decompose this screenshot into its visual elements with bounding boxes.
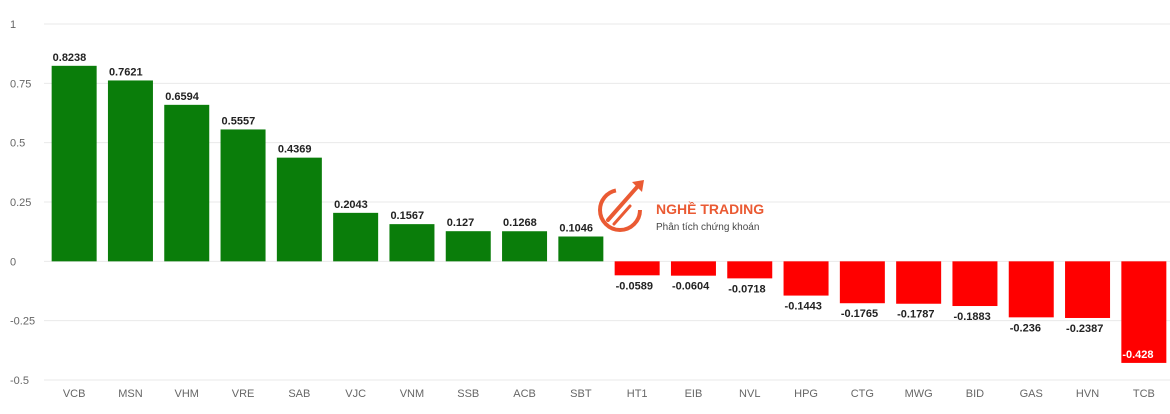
data-label: -0.1765 xyxy=(841,308,878,320)
x-tick-label: HVN xyxy=(1076,388,1099,400)
y-tick-label: 0.5 xyxy=(10,138,25,150)
data-label: -0.1443 xyxy=(785,301,822,313)
bar-sab xyxy=(276,157,322,262)
bar-acb xyxy=(502,231,548,262)
x-tick-label: CTG xyxy=(851,388,874,400)
x-tick-label: SBT xyxy=(570,388,592,400)
data-label: 0.1567 xyxy=(390,210,424,222)
bar-eib xyxy=(670,261,716,276)
bar-ht1 xyxy=(614,261,660,276)
data-label: 0.1046 xyxy=(559,223,593,235)
x-tick-label: VHM xyxy=(175,388,199,400)
y-tick-label: 1 xyxy=(10,19,16,31)
data-label: 0.127 xyxy=(447,217,475,229)
bars xyxy=(51,65,1167,363)
bar-hpg xyxy=(783,261,829,296)
bar-vnm xyxy=(389,224,435,262)
x-tick-label: VCB xyxy=(63,388,86,400)
data-label: -0.0589 xyxy=(616,280,653,292)
x-tick-label: HPG xyxy=(794,388,818,400)
data-label: -0.2387 xyxy=(1066,323,1103,335)
bar-tcb xyxy=(1121,261,1167,363)
x-tick-label: MWG xyxy=(905,388,933,400)
bar-bid xyxy=(952,261,998,307)
data-label: -0.0604 xyxy=(672,281,710,293)
watermark-brand: NGHỀ TRADING xyxy=(656,201,764,217)
data-label: 0.1268 xyxy=(503,217,537,229)
data-label: -0.1787 xyxy=(897,309,934,321)
x-tick-label: VRE xyxy=(232,388,255,400)
bar-vcb xyxy=(51,65,97,262)
bar-gas xyxy=(1008,261,1054,318)
x-tick-label: MSN xyxy=(118,388,143,400)
y-tick-label: -0.5 xyxy=(10,375,29,387)
data-label: -0.1883 xyxy=(953,311,990,323)
bar-ctg xyxy=(839,261,885,304)
x-tick-label: ACB xyxy=(513,388,536,400)
data-label: 0.6594 xyxy=(165,91,200,103)
bar-ssb xyxy=(445,231,491,262)
data-label: 0.5557 xyxy=(222,115,256,127)
bar-hvn xyxy=(1065,261,1111,318)
x-tick-label: GAS xyxy=(1020,388,1043,400)
bar-sbt xyxy=(558,236,604,262)
data-labels: 0.8238 0.7621 0.6594 0.5557 0.4369 0.2043 0.15… xyxy=(53,52,1154,361)
x-tick-label: TCB xyxy=(1133,388,1155,400)
x-tick-label: NVL xyxy=(739,388,760,400)
bar-vjc xyxy=(333,212,379,262)
y-tick-label: 0 xyxy=(10,256,16,268)
data-label: 0.8238 xyxy=(53,52,87,64)
x-axis-categories: VCB MSN VHM VRE SAB VJC VNM SSB ACB SBT HT1 EIB NVL H… xyxy=(63,388,1155,400)
bar-vre xyxy=(220,129,266,262)
data-label: 0.2043 xyxy=(334,199,368,211)
x-tick-label: VJC xyxy=(345,388,366,400)
watermark-tagline: Phân tích chứng khoán xyxy=(656,222,759,233)
x-tick-label: VNM xyxy=(400,388,424,400)
x-tick-label: EIB xyxy=(685,388,703,400)
x-tick-label: HT1 xyxy=(627,388,648,400)
data-label: 0.4369 xyxy=(278,144,312,156)
trading-logo-icon xyxy=(598,180,644,232)
x-tick-label: SAB xyxy=(288,388,310,400)
data-label: -0.0718 xyxy=(728,283,765,295)
y-tick-label: 0.25 xyxy=(10,197,31,209)
data-label: -0.428 xyxy=(1122,349,1153,361)
data-label: -0.236 xyxy=(1010,322,1041,334)
bar-vhm xyxy=(164,104,210,262)
bar-mwg xyxy=(896,261,942,304)
x-tick-label: BID xyxy=(966,388,984,400)
y-axis-ticks: 1 0.75 0.5 0.25 0 -0.25 -0.5 xyxy=(10,19,35,387)
watermark-logo: NGHỀ TRADING Phân tích chứng khoán xyxy=(598,180,764,233)
bar-nvl xyxy=(727,261,773,279)
data-label: 0.7621 xyxy=(109,66,143,78)
x-tick-label: SSB xyxy=(457,388,479,400)
y-tick-label: 0.75 xyxy=(10,78,31,90)
y-tick-label: -0.25 xyxy=(10,316,35,328)
bar-msn xyxy=(107,80,153,262)
